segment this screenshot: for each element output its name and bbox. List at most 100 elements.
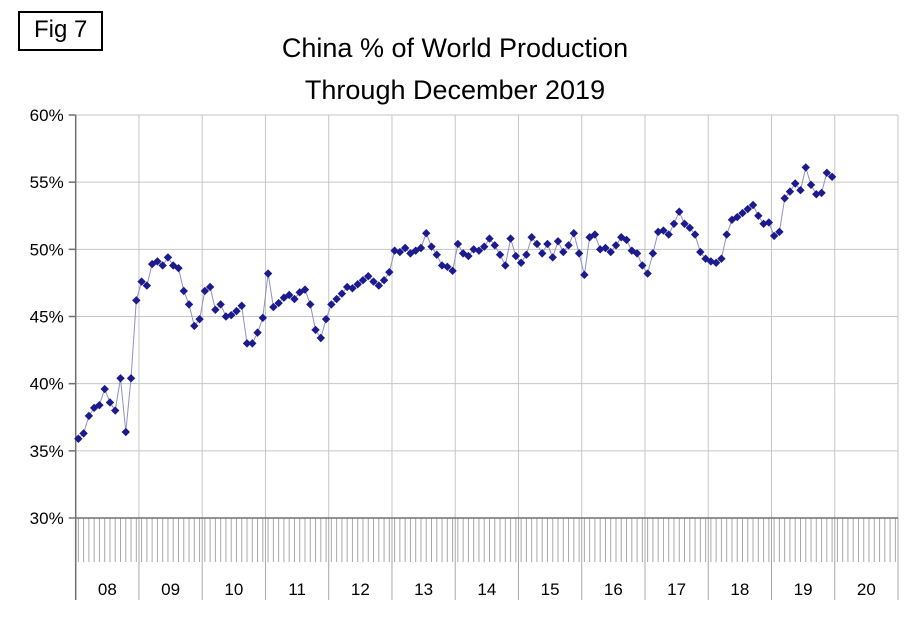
data-point-diamond	[395, 247, 405, 257]
data-point-diamond	[369, 277, 378, 286]
data-point-diamond	[495, 250, 505, 259]
data-point-diamond	[827, 172, 837, 181]
data-point-diamond	[95, 400, 104, 410]
data-point-diamond	[443, 262, 452, 271]
data-point-diamond	[743, 204, 752, 214]
data-point-diamond	[448, 266, 457, 276]
x-axis-year-label: 13	[414, 580, 433, 599]
data-point-diamond	[696, 247, 705, 257]
data-point-diamond	[253, 328, 262, 337]
data-point-diamond	[801, 163, 810, 172]
data-point-diamond	[337, 289, 347, 298]
data-point-diamond	[132, 296, 141, 305]
x-axis-year-label: 16	[604, 580, 623, 599]
data-point-diamond	[390, 246, 399, 255]
data-point-diamond	[480, 242, 489, 251]
y-axis-tick-label: 45%	[30, 308, 64, 327]
data-point-diamond	[548, 253, 557, 262]
x-axis-year-label: 19	[794, 580, 813, 599]
data-point-diamond	[727, 215, 737, 224]
data-point-diamond	[142, 281, 152, 290]
data-point-diamond	[321, 314, 331, 324]
figure-number-box: Fig 7	[18, 11, 104, 52]
data-point-diamond	[195, 314, 204, 324]
data-point-diamond	[269, 302, 278, 312]
data-point-diamond	[611, 241, 621, 250]
data-point-diamond	[574, 249, 584, 258]
data-point-diamond	[205, 282, 215, 292]
data-point-diamond	[569, 229, 579, 238]
data-point-diamond	[248, 339, 257, 348]
data-point-diamond	[464, 251, 473, 261]
data-point-diamond	[100, 384, 109, 394]
data-point-diamond	[553, 237, 563, 246]
data-point-diamond	[564, 241, 573, 250]
data-point-diamond	[121, 427, 130, 437]
data-point-diamond	[580, 270, 589, 280]
data-point-diamond	[422, 229, 431, 238]
y-axis-tick-label: 60%	[30, 106, 64, 125]
data-point-diamond	[632, 249, 642, 258]
data-point-diamond	[163, 253, 173, 262]
data-point-diamond	[179, 286, 188, 296]
data-point-diamond	[722, 230, 731, 239]
data-point-diamond	[311, 325, 320, 335]
data-point-diamond	[327, 300, 336, 309]
data-point-diamond	[111, 406, 120, 415]
data-point-diamond	[411, 246, 420, 255]
data-point-diamond	[675, 207, 684, 216]
data-point-diamond	[532, 239, 542, 249]
data-point-diamond	[427, 242, 436, 251]
data-point-diamond	[284, 290, 294, 300]
data-point-diamond	[617, 233, 626, 242]
data-point-diamond	[258, 313, 268, 323]
data-point-diamond	[174, 263, 183, 273]
data-point-diamond	[490, 241, 499, 250]
data-point-diamond	[659, 226, 668, 235]
data-point-diamond	[733, 212, 742, 222]
chart-title-line2: Through December 2019	[304, 74, 606, 105]
data-point-diamond	[74, 434, 83, 443]
data-point-diamond	[622, 235, 631, 245]
data-point-diamond	[453, 239, 463, 249]
x-axis-year-label: 10	[224, 580, 243, 599]
data-point-diamond	[306, 300, 315, 309]
x-axis-year-label: 18	[730, 580, 749, 599]
data-point-diamond	[501, 261, 510, 270]
data-point-diamond	[242, 339, 252, 348]
data-point-diamond	[537, 249, 547, 258]
data-point-diamond	[332, 294, 341, 304]
data-point-diamond	[416, 243, 426, 253]
data-point-diamond	[590, 230, 600, 239]
data-point-diamond	[474, 246, 484, 255]
data-point-diamond	[738, 208, 747, 218]
data-series	[74, 163, 837, 443]
data-point-diamond	[290, 294, 299, 304]
data-point-diamond	[506, 234, 515, 243]
x-axis-year-label: 14	[477, 580, 496, 599]
data-point-diamond	[653, 227, 663, 237]
data-point-diamond	[190, 321, 199, 331]
data-point-diamond	[232, 306, 241, 316]
data-point-diamond	[685, 223, 694, 233]
data-point-diamond	[126, 374, 136, 383]
y-axis-tick-label: 50%	[30, 240, 64, 259]
x-axis-year-label: 12	[351, 580, 370, 599]
data-point-diamond	[585, 233, 594, 242]
data-point-diamond	[379, 276, 389, 285]
data-point-diamond	[817, 188, 826, 198]
data-point-diamond	[184, 300, 194, 309]
data-point-diamond	[374, 281, 383, 290]
data-point-diamond	[769, 231, 779, 241]
data-point-diamond	[791, 179, 800, 188]
data-point-diamond	[680, 219, 689, 229]
data-point-diamond	[226, 310, 236, 320]
chart-title: China % of World Production Through Dece…	[0, 28, 910, 112]
data-point-diamond	[364, 272, 373, 281]
data-point-diamond	[601, 243, 610, 253]
data-point-diamond	[511, 251, 521, 261]
x-axis-year-label: 11	[288, 580, 306, 599]
data-point-diamond	[606, 247, 615, 257]
data-point-diamond	[200, 286, 210, 296]
